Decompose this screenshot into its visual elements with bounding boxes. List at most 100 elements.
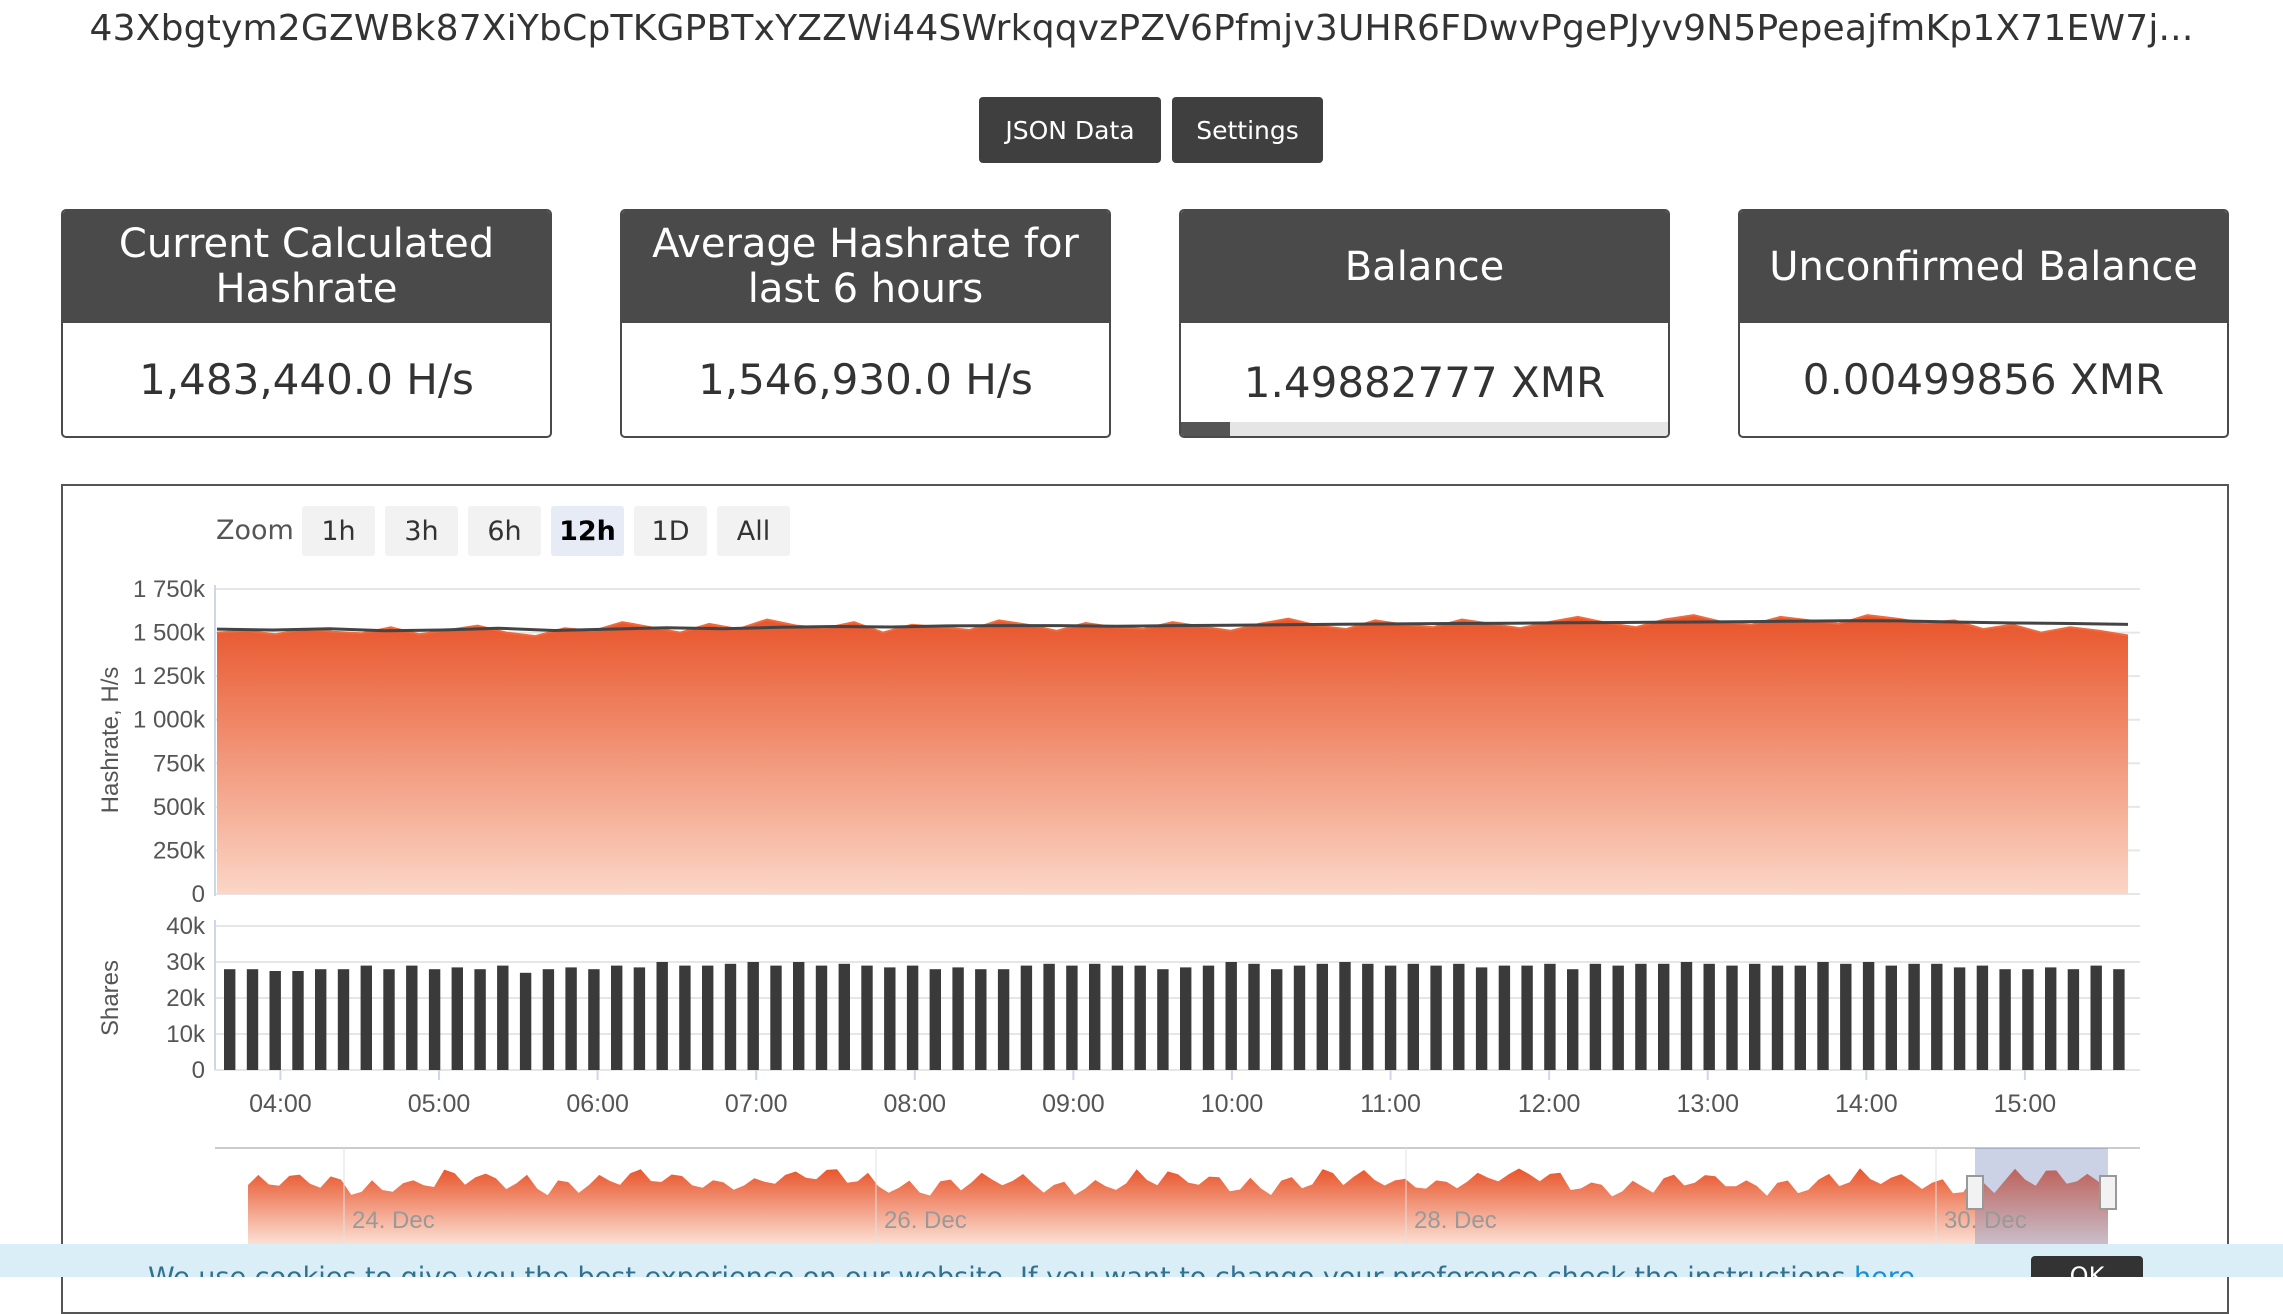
shares-bar xyxy=(656,962,668,1070)
payout-progress-bar xyxy=(1181,422,1668,436)
shares-bar xyxy=(2067,969,2080,1070)
shares-bar xyxy=(724,963,737,1070)
shares-bar xyxy=(1111,965,1124,1070)
shares-bar xyxy=(1635,963,1647,1070)
shares-bar xyxy=(997,969,1010,1070)
shares-bar xyxy=(1453,963,1465,1070)
card-title: Balance xyxy=(1181,211,1668,323)
shares-bar xyxy=(906,965,919,1070)
shares-bar xyxy=(542,969,555,1070)
y-tick-label: 0 xyxy=(192,1057,205,1084)
y-tick-label: 750k xyxy=(153,750,206,777)
json-data-button[interactable]: JSON Data xyxy=(979,97,1161,163)
shares-bar xyxy=(952,967,964,1070)
shares-bar xyxy=(1202,965,1215,1070)
shares-bar xyxy=(1180,967,1192,1070)
shares-bar xyxy=(1908,963,1920,1070)
shares-bar xyxy=(929,969,941,1070)
zoom-1d-button[interactable]: 1D xyxy=(634,506,707,556)
shares-bar xyxy=(1612,965,1624,1070)
x-tick-label: 04:00 xyxy=(249,1090,312,1118)
shares-bar xyxy=(1339,962,1351,1070)
hashrate-chart[interactable]: 0 250k 500k 750k 1 000k 1 250k 1 500k 1 750k 0 10… xyxy=(0,0,2283,1277)
shares-bar xyxy=(1976,965,1989,1070)
navigator-area xyxy=(248,1168,2108,1244)
shares-bar xyxy=(2113,969,2125,1070)
shares-bar xyxy=(1498,965,1511,1070)
zoom-1h-button[interactable]: 1h xyxy=(302,506,375,556)
shares-bar xyxy=(588,969,600,1070)
shares-bar xyxy=(2045,967,2057,1070)
shares-bar xyxy=(224,969,236,1070)
settings-button[interactable]: Settings xyxy=(1172,97,1323,163)
shares-bar xyxy=(1248,963,1260,1070)
navigator-selection[interactable] xyxy=(1975,1148,2108,1244)
shares-bar xyxy=(2090,965,2102,1070)
shares-bar xyxy=(315,969,327,1070)
shares-bar xyxy=(383,969,395,1070)
y-tick-label: 1 250k xyxy=(133,663,206,690)
x-tick-label: 07:00 xyxy=(725,1090,788,1118)
y-tick-label: 40k xyxy=(166,913,206,940)
zoom-6h-button[interactable]: 6h xyxy=(468,506,541,556)
shares-bar xyxy=(1658,963,1670,1070)
x-tick-label: 05:00 xyxy=(408,1090,471,1118)
x-tick-label: 11:00 xyxy=(1360,1090,1421,1118)
cookie-instructions-link[interactable]: here xyxy=(1854,1262,1915,1277)
navigator-date-label: 28. Dec xyxy=(1414,1207,1497,1234)
shares-bar xyxy=(337,969,350,1070)
navigator-date-label: 24. Dec xyxy=(352,1207,435,1234)
shares-bar xyxy=(1680,962,1693,1070)
navigator-left-handle[interactable] xyxy=(1966,1175,1984,1210)
shares-bar xyxy=(1771,965,1784,1070)
shares-bar xyxy=(1316,963,1328,1070)
shares-bar xyxy=(702,965,714,1070)
shares-bar xyxy=(1726,965,1738,1070)
progress-fill xyxy=(1181,422,1230,436)
cookie-banner: We use cookies to give you the best expe… xyxy=(0,1244,2283,1277)
zoom-3h-button[interactable]: 3h xyxy=(385,506,458,556)
card-title: Unconfirmed Balance xyxy=(1740,211,2227,323)
shares-bar xyxy=(292,971,304,1070)
cookie-ok-button[interactable]: OK xyxy=(2031,1256,2143,1277)
navigator-right-handle[interactable] xyxy=(2099,1175,2117,1210)
shares-bar xyxy=(2022,969,2034,1070)
shares-bar xyxy=(1521,965,1533,1070)
shares-bar xyxy=(1043,963,1055,1070)
shares-bar xyxy=(1293,965,1306,1070)
shares-bar xyxy=(1840,963,1852,1070)
shares-bar xyxy=(1384,965,1397,1070)
shares-bar xyxy=(1134,965,1146,1070)
card-value: 1.49882777 XMR xyxy=(1243,358,1606,407)
x-tick-label: 13:00 xyxy=(1676,1090,1739,1118)
shares-bar xyxy=(1544,963,1556,1070)
shares-bar xyxy=(269,971,281,1070)
average-hashrate-line xyxy=(216,619,2129,633)
shares-bar xyxy=(1885,965,1897,1070)
shares-bar xyxy=(406,965,418,1070)
shares-bar xyxy=(1407,963,1419,1070)
shares-bar xyxy=(497,965,509,1070)
shares-bar xyxy=(451,967,463,1070)
card-value: 1,483,440.0 H/s xyxy=(139,355,474,404)
y-tick-label: 30k xyxy=(166,949,206,976)
y-tick-label: 20k xyxy=(166,985,206,1012)
shares-bar xyxy=(1225,962,1237,1070)
shares-bar xyxy=(474,969,486,1070)
shares-bar xyxy=(1999,969,2011,1070)
shares-bar xyxy=(1567,969,1579,1070)
shares-bar xyxy=(1862,962,1875,1070)
shares-bar xyxy=(1089,963,1101,1070)
current-hashrate-card: Current Calculated Hashrate 1,483,440.0 … xyxy=(61,209,552,438)
card-title: Average Hashrate for last 6 hours xyxy=(622,211,1109,323)
card-title: Current Calculated Hashrate xyxy=(63,211,550,323)
y-tick-label: 1 750k xyxy=(133,576,206,603)
shares-bar xyxy=(1931,963,1943,1070)
shares-bar xyxy=(1703,963,1715,1070)
cookie-text: We use cookies to give you the best expe… xyxy=(148,1262,1915,1277)
shares-bar xyxy=(770,965,782,1070)
shares-bar xyxy=(884,967,896,1070)
zoom-all-button[interactable]: All xyxy=(717,506,790,556)
shares-bar xyxy=(1066,965,1078,1070)
zoom-12h-button[interactable]: 12h xyxy=(551,506,624,556)
